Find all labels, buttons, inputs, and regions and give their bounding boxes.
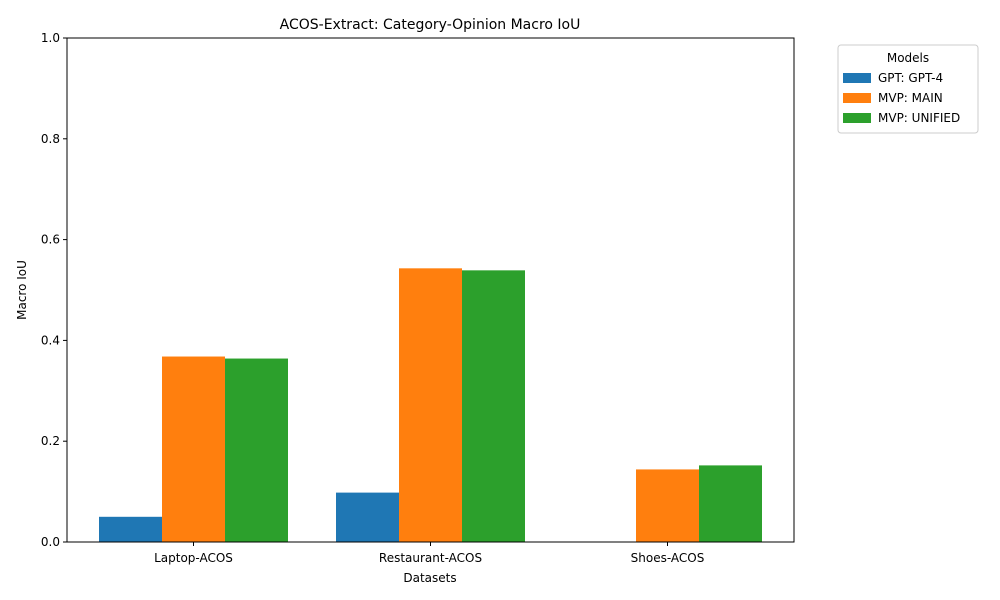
legend-swatch [843, 93, 871, 103]
x-axis: Laptop-ACOS Restaurant-ACOS Shoes-ACOS [154, 542, 704, 565]
legend-label: MVP: MAIN [878, 91, 943, 105]
bar [636, 469, 699, 542]
y-tick-label: 0.2 [41, 434, 60, 448]
chart-title: ACOS-Extract: Category-Opinion Macro IoU [280, 17, 581, 33]
legend-swatch [843, 73, 871, 83]
bar [699, 465, 762, 542]
y-tick-label: 0.8 [41, 132, 60, 146]
bar [399, 268, 462, 542]
legend: Models GPT: GPT-4 MVP: MAIN MVP: UNIFIED [837, 44, 979, 134]
x-axis-label: Datasets [403, 571, 456, 585]
legend-items: GPT: GPT-4 MVP: MAIN MVP: UNIFIED [843, 71, 960, 125]
x-tick-label: Laptop-ACOS [154, 551, 233, 565]
y-axis: 0.0 0.2 0.4 0.6 0.8 1.0 [41, 31, 67, 549]
y-tick-label: 0.6 [41, 233, 60, 247]
bar [225, 358, 288, 542]
legend-label: MVP: UNIFIED [878, 111, 960, 125]
legend-swatch [843, 113, 871, 123]
x-tick-label: Shoes-ACOS [631, 551, 705, 565]
bar [99, 516, 162, 542]
y-tick-label: 1.0 [41, 31, 60, 45]
y-axis-label: Macro IoU [15, 260, 29, 320]
y-tick-label: 0.4 [41, 333, 60, 347]
bar [462, 270, 525, 542]
bars-group [99, 268, 762, 542]
legend-label: GPT: GPT-4 [878, 71, 943, 85]
x-tick-label: Restaurant-ACOS [379, 551, 482, 565]
bar [162, 356, 225, 542]
bar [336, 492, 399, 542]
legend-frame [837, 44, 979, 134]
y-tick-label: 0.0 [41, 535, 60, 549]
legend-title: Models [887, 51, 929, 65]
